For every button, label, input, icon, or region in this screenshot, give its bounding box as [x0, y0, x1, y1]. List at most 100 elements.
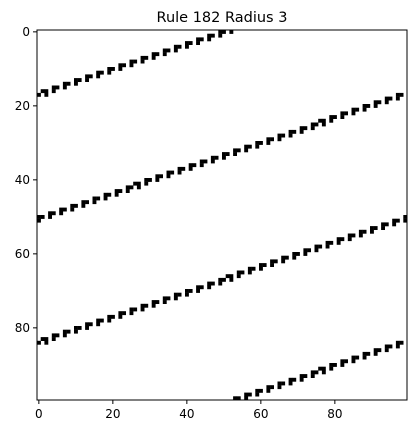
heatmap-cell — [136, 185, 141, 190]
heatmap-cell — [218, 281, 223, 286]
x-tick-label: 20 — [105, 407, 120, 421]
heatmap-cell — [340, 111, 345, 116]
heatmap-cell — [336, 237, 341, 242]
heatmap-cell — [74, 81, 78, 86]
heatmap-cell — [122, 63, 126, 68]
heatmap-cell — [48, 215, 52, 219]
heatmap-cell — [196, 41, 200, 45]
heatmap-cell — [210, 159, 215, 164]
heatmap-cell — [329, 240, 334, 245]
heatmap-cell — [347, 237, 352, 242]
heatmap-cell — [281, 381, 286, 386]
heatmap-cell — [373, 104, 378, 108]
heatmap-cell — [310, 370, 315, 375]
heatmap-cell — [166, 170, 171, 175]
heatmap-cell — [70, 203, 75, 208]
heatmap-cell — [366, 351, 371, 356]
heatmap-cell — [270, 385, 274, 390]
heatmap-cell — [403, 215, 408, 219]
heatmap-cell — [314, 244, 319, 249]
heatmap-cell — [85, 322, 89, 327]
heatmap-cell — [199, 159, 204, 164]
heatmap-cell — [96, 70, 101, 75]
heatmap-plot-area — [36, 29, 408, 401]
heatmap-cell — [281, 255, 286, 260]
heatmap-cell — [303, 374, 308, 378]
heatmap-cell — [85, 326, 89, 330]
heatmap-cell — [229, 30, 234, 34]
heatmap-cell — [103, 196, 108, 201]
heatmap-cell — [321, 118, 326, 123]
heatmap-cell — [166, 48, 171, 53]
heatmap-cell — [111, 314, 115, 319]
heatmap-cell — [92, 200, 97, 205]
heatmap-cell — [373, 226, 378, 230]
heatmap-cell — [388, 96, 393, 101]
heatmap-cell — [259, 141, 263, 145]
heatmap-cell — [103, 192, 108, 197]
heatmap-cell — [77, 326, 82, 330]
heatmap-cell — [384, 100, 389, 105]
heatmap-cell — [40, 215, 45, 219]
heatmap-cell — [218, 33, 223, 38]
y-axis: 0 20 40 60 80 — [15, 25, 37, 335]
heatmap-cell — [358, 233, 363, 238]
heatmap-cell — [288, 381, 293, 386]
heatmap-cell — [74, 203, 78, 208]
heatmap-cell — [125, 189, 130, 193]
heatmap-cell — [288, 377, 293, 382]
heatmap-cell — [81, 200, 86, 205]
heatmap-cell — [125, 185, 130, 190]
heatmap-cell — [299, 377, 304, 382]
heatmap-cell — [192, 163, 197, 168]
heatmap-cell — [59, 211, 64, 216]
heatmap-cell — [318, 118, 323, 123]
heatmap-cell — [321, 122, 326, 127]
heatmap-cell — [362, 104, 367, 108]
heatmap-cell — [218, 277, 223, 282]
heatmap-cell — [107, 318, 112, 323]
heatmap-cell — [244, 148, 249, 153]
heatmap-cell — [395, 344, 400, 349]
heatmap-cell — [399, 92, 404, 97]
heatmap-cell — [129, 59, 134, 64]
heatmap-cell — [351, 355, 356, 360]
heatmap-cell — [85, 200, 89, 205]
heatmap-cell — [199, 163, 204, 168]
heatmap-cell — [162, 296, 167, 301]
heatmap-cell — [314, 122, 319, 127]
heatmap-cell — [244, 392, 249, 397]
heatmap-cell — [340, 237, 345, 242]
heatmap-cell — [381, 222, 385, 227]
heatmap-cell — [140, 307, 145, 312]
heatmap-cell — [247, 392, 252, 397]
heatmap-cell — [321, 366, 326, 371]
heatmap-cell — [318, 366, 323, 371]
heatmap-cell — [140, 59, 145, 64]
heatmap-cell — [85, 74, 89, 79]
heatmap-cell — [199, 37, 204, 42]
heatmap-cell — [384, 96, 389, 101]
heatmap-cell — [118, 189, 123, 193]
heatmap-cell — [233, 396, 237, 401]
heatmap-cell — [136, 181, 141, 186]
heatmap-cell — [384, 348, 389, 353]
heatmap-cell — [207, 285, 212, 290]
heatmap-cell — [384, 344, 389, 349]
heatmap-cell — [236, 274, 241, 279]
heatmap-cell — [277, 381, 282, 386]
heatmap-cell — [196, 285, 200, 290]
y-tick-label: 20 — [15, 99, 30, 113]
heatmap-cell — [144, 303, 149, 308]
heatmap-cell — [236, 396, 241, 401]
heatmap-cell — [240, 270, 245, 275]
heatmap-cell — [266, 141, 271, 145]
heatmap-cell — [336, 240, 341, 245]
heatmap-cell — [151, 300, 156, 304]
heatmap-cell — [129, 63, 134, 68]
heatmap-cell — [140, 303, 145, 308]
heatmap-cell — [185, 292, 189, 297]
heatmap-cell — [74, 78, 78, 82]
heatmap-cell — [199, 285, 204, 290]
heatmap-cell — [292, 252, 297, 256]
